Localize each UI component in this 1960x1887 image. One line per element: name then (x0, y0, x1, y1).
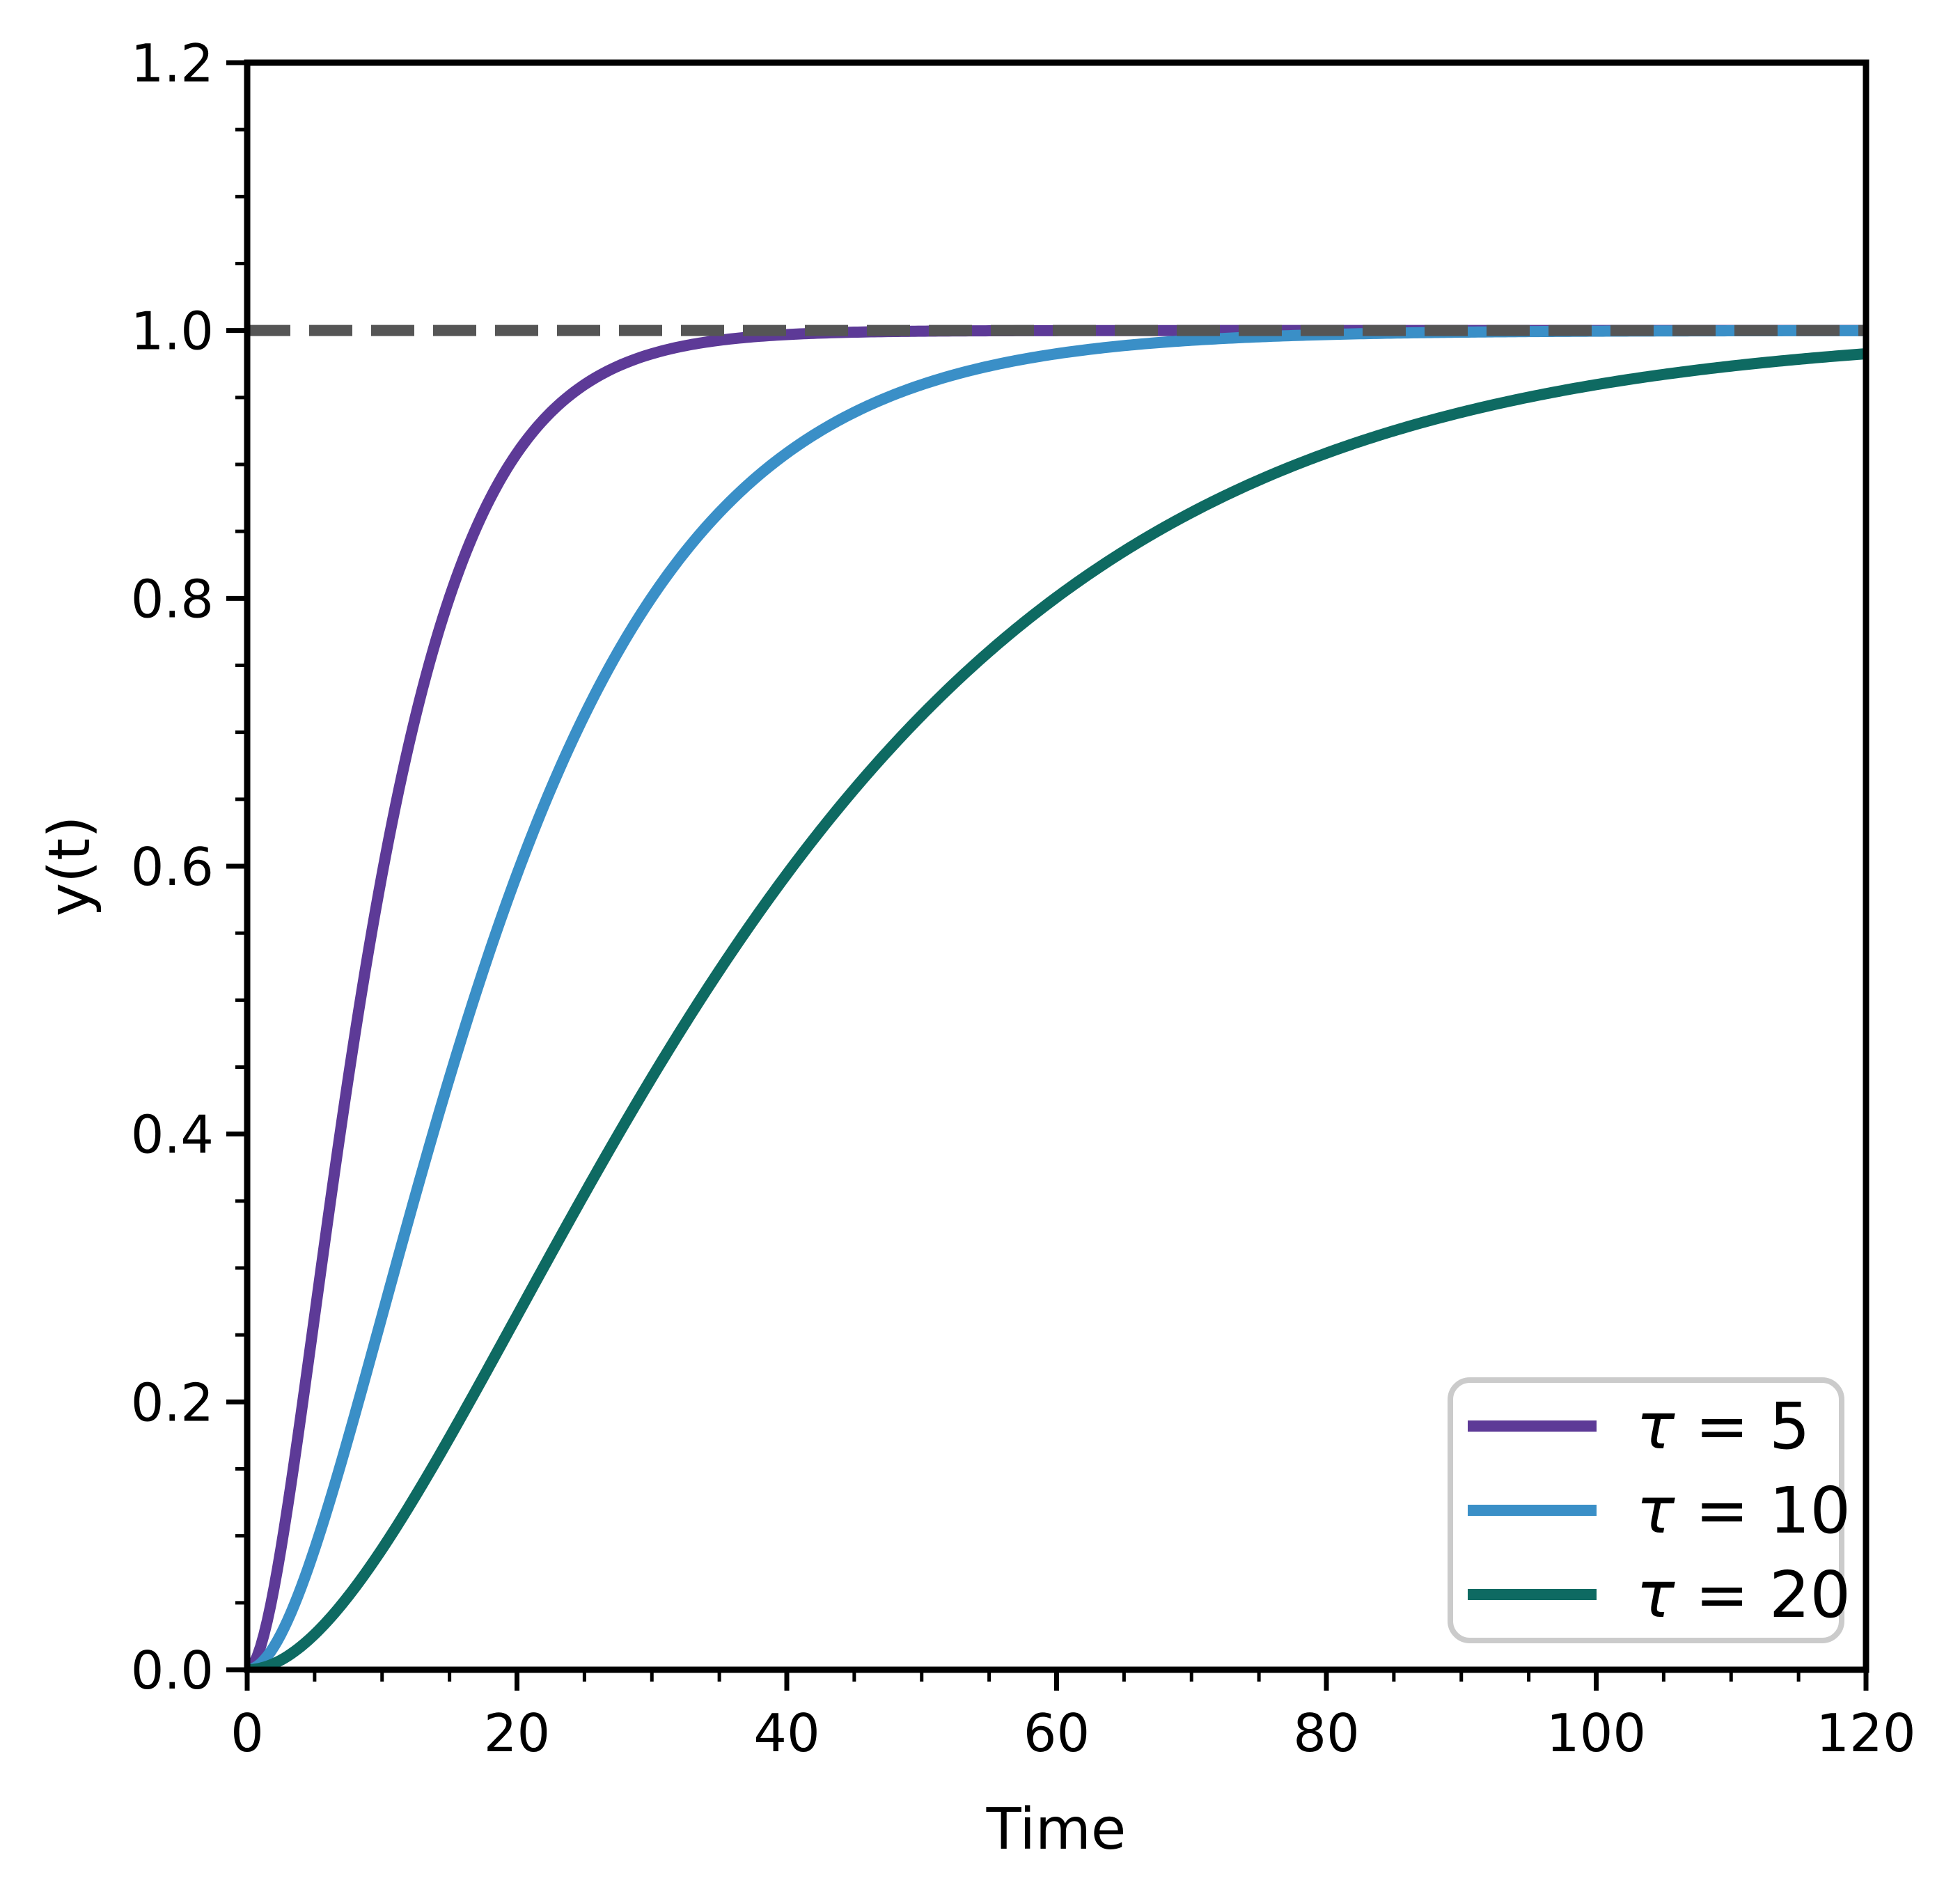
legend-label-tau-5: τ = 5 (1636, 1389, 1810, 1464)
x-tick-label-40: 40 (753, 1702, 820, 1764)
y-tick-label-0.6: 0.6 (131, 836, 214, 898)
legend-box (1448, 1377, 1844, 1643)
x-tick-label-60: 60 (1024, 1702, 1090, 1764)
curve-tau-10 (247, 324, 1866, 1670)
ticks-layer (226, 60, 1869, 1691)
y-tick-label-0.0: 0.0 (131, 1640, 214, 1701)
y-tick-label-0.4: 0.4 (131, 1104, 214, 1166)
x-tick-label-100: 100 (1546, 1702, 1646, 1764)
tick-labels-layer: 0 20 40 60 80 100 120 0.0 0.2 0.4 0.6 0.8 1.0 1.2 (131, 33, 1916, 1764)
y-tick-label-1.0: 1.0 (131, 301, 214, 362)
x-tick-label-120: 120 (1816, 1702, 1915, 1764)
legend-label-tau-10: τ = 10 (1636, 1473, 1851, 1548)
y-axis-label: y(t) (37, 816, 103, 917)
x-tick-label-80: 80 (1293, 1702, 1359, 1764)
legend: τ = 5 τ = 10 τ = 20 (1448, 1377, 1851, 1643)
y-tick-label-0.2: 0.2 (131, 1372, 214, 1433)
x-axis-label: Time (986, 1796, 1127, 1863)
x-tick-label-0: 0 (230, 1702, 264, 1764)
legend-label-tau-20: τ = 20 (1636, 1558, 1851, 1632)
x-tick-label-20: 20 (484, 1702, 550, 1764)
curve-tau-20 (247, 348, 1866, 1670)
y-tick-label-1.2: 1.2 (131, 33, 214, 94)
y-tick-label-0.8: 0.8 (131, 568, 214, 629)
